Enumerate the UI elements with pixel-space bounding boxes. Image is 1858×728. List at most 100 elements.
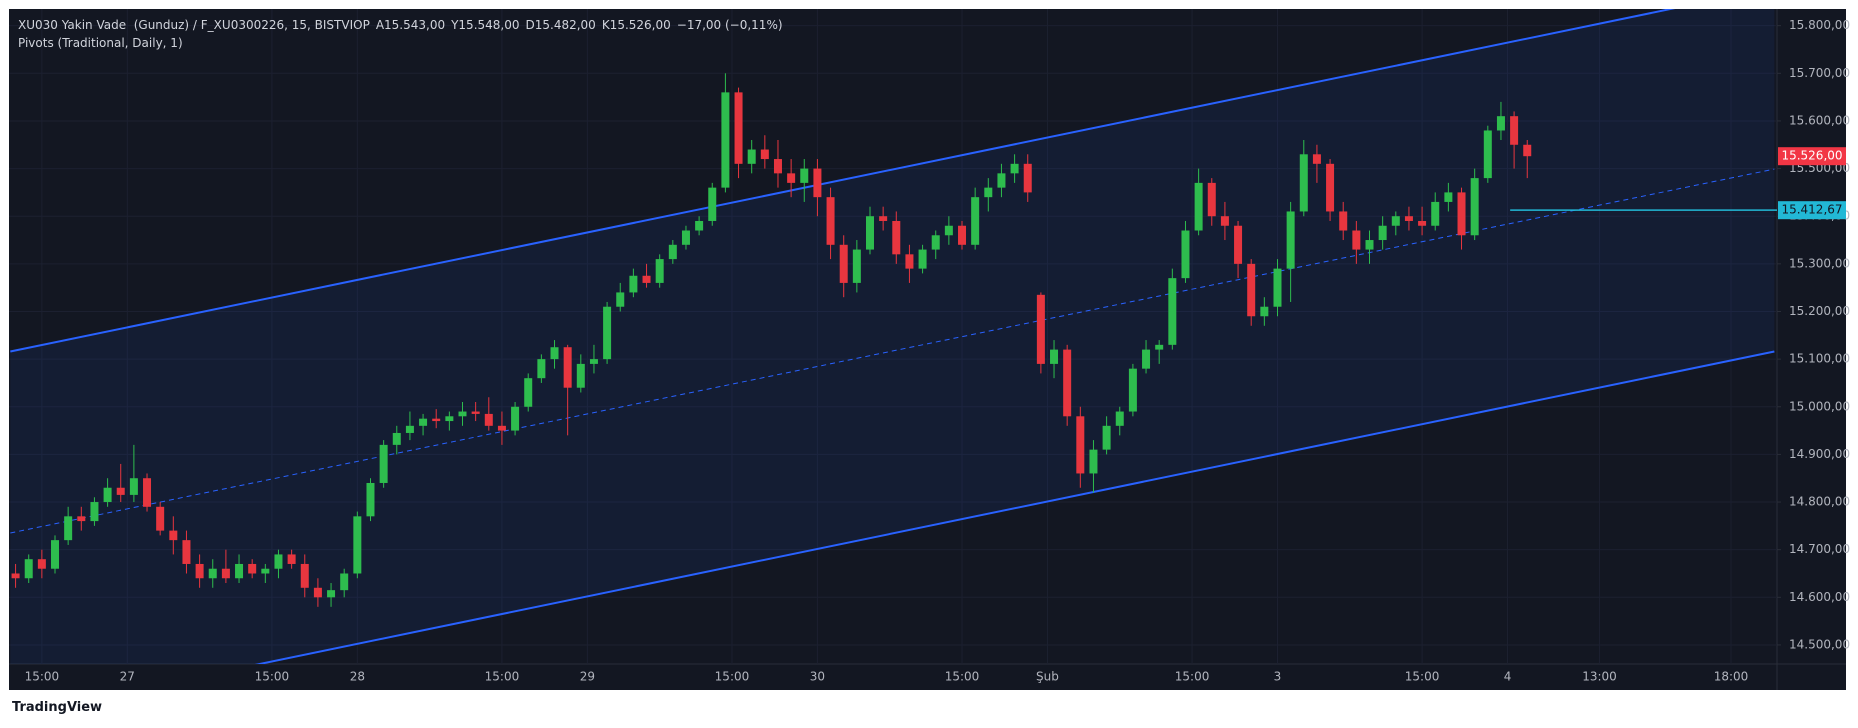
candle-body [1168, 278, 1177, 345]
candle-body [405, 425, 414, 433]
candle-body [708, 187, 717, 221]
candle-body [721, 92, 730, 188]
candle-body [537, 359, 546, 379]
candle-body [1102, 425, 1111, 450]
candle-body [287, 554, 296, 564]
candle-body [1050, 349, 1059, 364]
candle-body [1181, 230, 1190, 279]
candle-body [511, 406, 520, 431]
candle-body [182, 540, 191, 564]
candle-body [971, 197, 980, 245]
candle-body [787, 173, 796, 183]
candle-body [865, 216, 874, 250]
candle-body [1523, 144, 1532, 157]
candle-body [1142, 349, 1151, 369]
candle-body [1483, 130, 1492, 179]
candle-body [997, 173, 1006, 188]
candle-body [1431, 201, 1440, 226]
candle-body [642, 275, 651, 283]
x-tick-label: 15:00 [255, 670, 290, 684]
candle-body [629, 275, 638, 293]
x-tick-label: 30 [810, 670, 825, 684]
candle-body [879, 216, 888, 221]
indicator-label[interactable]: Pivots (Traditional, Daily, 1) [18, 36, 183, 50]
y-tick-label: 15.800,00 [1789, 18, 1850, 32]
candle-body [695, 220, 704, 231]
candle-body [1286, 211, 1295, 269]
candle-body [1207, 182, 1216, 217]
candle-body [1128, 368, 1137, 412]
candle-body [300, 563, 309, 588]
candle-body [773, 159, 782, 174]
candle-body [1063, 349, 1072, 417]
candle-body [813, 168, 822, 198]
candle-body [1378, 225, 1387, 241]
y-tick-label: 15.700,00 [1789, 66, 1850, 80]
candle-body [1418, 220, 1427, 226]
level-tag [1778, 201, 1846, 220]
candle-body [984, 187, 993, 198]
y-tick-label: 14.800,00 [1789, 495, 1850, 509]
candle-body [958, 225, 967, 245]
change-value: −17,00 (−0,11%) [676, 18, 783, 32]
ohlc-value: A15.543,00 [375, 18, 446, 32]
candle-body [327, 590, 336, 598]
candle-body [603, 306, 612, 360]
x-tick-label: 15:00 [1175, 670, 1210, 684]
candle-body [563, 347, 572, 388]
x-tick-label: Şub [1036, 670, 1059, 684]
candle-body [195, 563, 204, 579]
candle-body [1076, 416, 1085, 474]
candle-body [1457, 192, 1466, 236]
candle-body [734, 92, 743, 164]
candle-body [1404, 216, 1413, 221]
legend: XU030 Yakin Vade (Gunduz) / F_XU0300226,… [18, 16, 789, 52]
candle-body [1115, 411, 1124, 426]
ohlc-value: Y15.548,00 [451, 18, 520, 32]
x-tick-label: 28 [350, 670, 365, 684]
x-tick-label: 15:00 [485, 670, 520, 684]
candle-body [1496, 116, 1505, 131]
candle-body [1510, 116, 1519, 145]
x-tick-label: 4 [1504, 670, 1512, 684]
candle-body [340, 573, 349, 591]
candle-body [1299, 154, 1308, 212]
candle-body [90, 502, 99, 522]
x-tick-label: 27 [120, 670, 135, 684]
candle-body [524, 378, 533, 407]
candle-body [892, 220, 901, 255]
indicator-row[interactable]: Pivots (Traditional, Daily, 1) [18, 34, 789, 52]
candle-body [116, 487, 125, 495]
candle-body [221, 568, 230, 579]
candle-body [64, 516, 73, 541]
y-tick-label: 14.500,00 [1789, 637, 1850, 651]
branding[interactable]: TradingView [12, 700, 103, 715]
candle-body [366, 482, 375, 517]
candle-body [392, 432, 401, 445]
candle-body [681, 230, 690, 245]
plot [9, 9, 1777, 664]
chart-background [9, 9, 1846, 690]
candle-body [1089, 449, 1098, 474]
x-tick-label: 29 [580, 670, 595, 684]
x-tick-label: 15:00 [1405, 670, 1440, 684]
candle-body [1010, 163, 1019, 174]
candle-body [852, 249, 861, 283]
x-tick-label: 3 [1274, 670, 1282, 684]
candle-body [77, 516, 86, 522]
candle-body [550, 347, 559, 360]
x-tick-label: 15:00 [715, 670, 750, 684]
candle-body [839, 244, 848, 283]
candle-body [11, 573, 20, 579]
candle-body [944, 225, 953, 236]
axes: 14.500,00 14.600,00 14.700,00 14.800,00 14.9… [25, 18, 1851, 683]
candle-body [208, 568, 217, 579]
candle-body [760, 149, 769, 160]
x-tick-label: 15:00 [945, 670, 980, 684]
symbol-row: XU030 Yakin Vade (Gunduz) / F_XU0300226,… [18, 16, 789, 34]
candle-body [589, 359, 598, 364]
x-tick-label: 15:00 [25, 670, 60, 684]
candle-body [445, 416, 454, 422]
symbol-title: XU030 Yakin Vade (Gunduz) / F_XU0300226,… [18, 18, 370, 32]
